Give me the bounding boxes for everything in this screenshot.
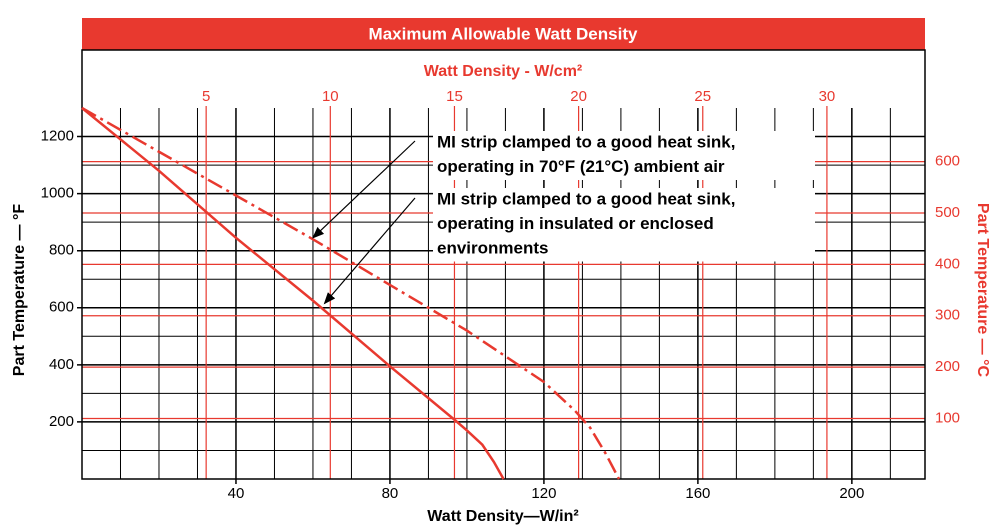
y2-axis-label: Part Temperature — °C xyxy=(974,203,991,378)
y-axis-label: Part Temperature — °F xyxy=(11,204,28,377)
x2-axis-label: Watt Density - W/cm² xyxy=(424,63,583,80)
annotation-text: environments xyxy=(437,238,548,257)
y2-tick-label: 600 xyxy=(935,153,960,170)
x-tick-label: 120 xyxy=(531,485,556,502)
chart-title: Maximum Allowable Watt Density xyxy=(369,24,638,43)
y-tick-label: 1000 xyxy=(41,185,74,202)
x2-tick-label: 5 xyxy=(202,88,210,105)
x2-tick-label: 25 xyxy=(694,88,711,105)
annotation-arrow xyxy=(312,140,416,239)
x-tick-label: 160 xyxy=(685,485,710,502)
x2-tick-label: 30 xyxy=(819,88,836,105)
y-tick-label: 800 xyxy=(49,242,74,259)
title-band xyxy=(82,18,925,50)
annotation-bg xyxy=(433,131,815,180)
y-tick-label: 400 xyxy=(49,356,74,373)
x-axis-label: Watt Density—W/in² xyxy=(427,508,578,525)
x2-tick-label: 15 xyxy=(446,88,463,105)
x-tick-label: 200 xyxy=(839,485,864,502)
annotation-text: MI strip clamped to a good heat sink, xyxy=(437,189,736,208)
x2-tick-label: 10 xyxy=(322,88,339,105)
x2-tick-label: 20 xyxy=(570,88,587,105)
annotation-arrow xyxy=(323,197,416,305)
annotation-text: MI strip clamped to a good heat sink, xyxy=(437,132,736,151)
y-tick-label: 200 xyxy=(49,413,74,430)
y2-tick-label: 300 xyxy=(935,307,960,324)
y2-tick-label: 100 xyxy=(935,409,960,426)
annotation-text: operating in 70°F (21°C) ambient air xyxy=(437,157,725,176)
annotation-text: operating in insulated or enclosed xyxy=(437,214,714,233)
y-tick-label: 1200 xyxy=(41,128,74,145)
series-line xyxy=(81,106,621,480)
x-tick-label: 40 xyxy=(228,485,245,502)
series-line xyxy=(81,107,505,480)
y-tick-label: 600 xyxy=(49,299,74,316)
annotation-bg xyxy=(433,188,815,262)
y2-tick-label: 400 xyxy=(935,255,960,272)
x-tick-label: 80 xyxy=(382,485,399,502)
y2-tick-label: 200 xyxy=(935,358,960,375)
y2-tick-label: 500 xyxy=(935,204,960,221)
